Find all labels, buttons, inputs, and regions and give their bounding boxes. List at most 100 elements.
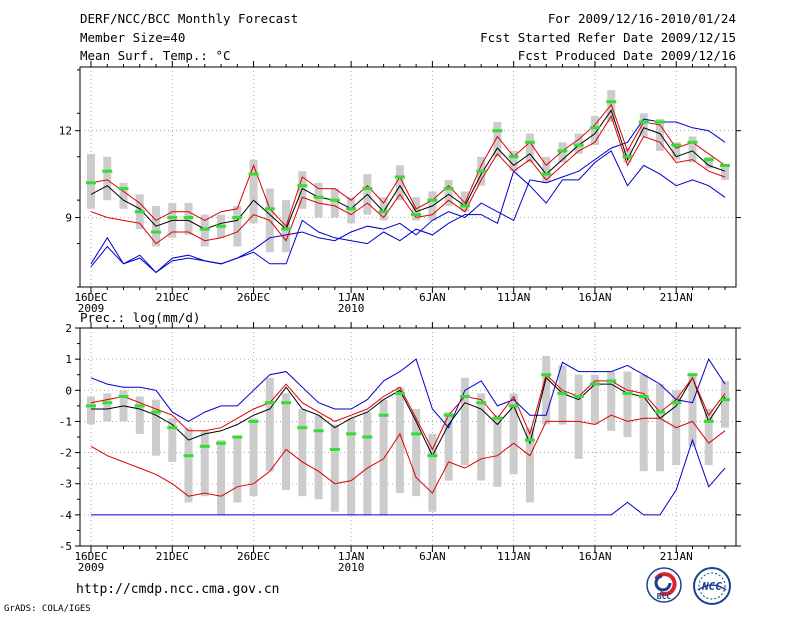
prec-series-spread-upper <box>90 373 726 451</box>
prec-range-box <box>298 408 307 497</box>
prec-range-box <box>314 415 323 500</box>
temp-range-box <box>330 188 339 218</box>
forecast-produced-date: Fcst Produced Date 2009/12/16 <box>517 48 736 63</box>
temp-plot-frame <box>79 66 737 288</box>
prec-range-box <box>330 424 339 512</box>
temp-range-box <box>509 150 518 172</box>
prec-series-spread-lower <box>90 414 726 497</box>
prec-range-box <box>282 393 291 490</box>
source-url[interactable]: http://cmdp.ncc.cma.gov.cn <box>76 582 280 597</box>
prec-y-tick-label: 0 <box>65 384 72 397</box>
prec-range-box <box>721 380 729 428</box>
prec-y-tick-label: 1 <box>65 353 72 366</box>
temp-series-spread-upper <box>90 103 726 228</box>
temp-x-tick-label: 6JAN <box>419 291 446 304</box>
temp-range-box <box>688 136 697 163</box>
prec-x-tick-label: 21DEC <box>156 550 189 563</box>
ncc-logo-text: NCC <box>701 580 722 593</box>
temp-x-tick-label: 26DEC <box>237 291 270 304</box>
temp-range-box <box>395 165 404 201</box>
prec-range-box <box>542 356 551 425</box>
temp-x-tick-label: 11JAN <box>497 291 530 304</box>
temp-range-box <box>314 182 323 218</box>
prec-range-box <box>379 399 388 515</box>
prec-range-box <box>184 427 193 503</box>
precip-panel-title: Prec.: log(mm/d) <box>80 310 201 325</box>
temp-range-box <box>379 197 388 221</box>
temp-range-box <box>103 156 112 201</box>
temp-y-tick-label: 12 <box>59 125 72 138</box>
prec-range-box <box>168 418 177 462</box>
prec-range-box <box>103 393 112 422</box>
temp-series-ensemble-mean <box>90 109 726 230</box>
prec-y-tick-label: -4 <box>59 509 73 522</box>
temp-range-box <box>721 165 729 180</box>
temp-x-tick-label: 16JAN <box>578 291 611 304</box>
temp-series-spread-lower <box>90 115 726 245</box>
prec-range-box <box>558 365 567 425</box>
temp-x-year-label: 2010 <box>338 302 365 315</box>
temp-x-tick-label: 1JAN <box>338 291 365 304</box>
prec-range-box <box>493 415 502 487</box>
temp-range-box <box>249 159 258 224</box>
prec-x-tick-label: 16DEC <box>74 550 107 563</box>
prec-x-tick-label: 11JAN <box>497 550 530 563</box>
prec-series-min <box>91 438 726 516</box>
temp-range-box <box>655 119 664 151</box>
temp-y-tick-label: 9 <box>65 212 72 225</box>
prec-range-box <box>347 418 356 515</box>
prec-range-box <box>412 408 421 497</box>
temp-x-tick-label: 21DEC <box>156 291 189 304</box>
temp-range-box <box>298 171 307 209</box>
prec-range-box <box>217 440 226 515</box>
prec-x-tick-label: 16JAN <box>578 550 611 563</box>
bcc-logo-text: BCC <box>657 592 672 601</box>
prec-range-box <box>249 418 258 497</box>
temperature-panel: 16DEC 21DEC 26DEC 1JAN 6JAN 11JAN 16JAN 21JAN 20… <box>59 61 741 315</box>
prec-x-tick-label: 26DEC <box>237 550 270 563</box>
precipitation-panel: 16DEC 21DEC 26DEC 1JAN 6JAN 11JAN 16JAN 21JAN20… <box>59 322 741 574</box>
ncc-logo: NCC <box>693 567 731 605</box>
forecast-started-date: Fcst Started Refer Date 2009/12/15 <box>480 30 736 45</box>
prec-range-box <box>590 374 599 425</box>
member-size-label: Member Size=40 <box>80 30 186 45</box>
prec-series-ensemble-mean <box>91 376 726 457</box>
prec-range-box <box>525 427 534 503</box>
bcc-logo: BCC <box>646 567 682 603</box>
prec-x-tick-label: 1JAN <box>338 550 365 563</box>
temp-range-box <box>444 179 453 206</box>
grads-credit: GrADS: COLA/IGES <box>4 604 91 614</box>
prec-range-box <box>655 384 664 472</box>
prec-range-box <box>639 374 648 472</box>
prec-range-box <box>623 371 632 437</box>
prec-range-box <box>395 387 404 494</box>
prec-range-box <box>200 430 209 497</box>
prec-y-tick-label: 2 <box>65 322 72 335</box>
prec-range-box <box>87 396 95 425</box>
prec-range-box <box>233 437 242 503</box>
temp-range-box <box>542 156 551 183</box>
prec-range-box <box>688 374 697 447</box>
prec-range-box <box>574 374 583 459</box>
prec-x-tick-label: 6JAN <box>419 550 446 563</box>
temp-range-box <box>590 116 599 146</box>
prec-range-box <box>428 433 437 512</box>
temp-range-box <box>493 122 502 157</box>
temp-x-tick-label: 16DEC <box>74 291 107 304</box>
prec-series-max <box>90 357 726 429</box>
temp-range-box <box>704 156 713 169</box>
prec-range-box <box>509 393 518 475</box>
prec-y-tick-label: -3 <box>59 478 72 491</box>
prec-range-box <box>152 399 161 456</box>
prec-x-tick-label: 21JAN <box>660 550 693 563</box>
prec-x-year-label: 2009 <box>78 561 105 574</box>
prec-range-box <box>704 408 713 466</box>
prec-range-box <box>477 393 486 481</box>
temp-range-box <box>233 205 242 247</box>
temp-x-tick-label: 21JAN <box>660 291 693 304</box>
prec-range-box <box>265 377 274 472</box>
temp-series-min <box>90 150 726 274</box>
prec-range-box <box>363 412 372 515</box>
prec-y-tick-label: -5 <box>59 540 72 553</box>
temp-range-box <box>672 142 681 160</box>
